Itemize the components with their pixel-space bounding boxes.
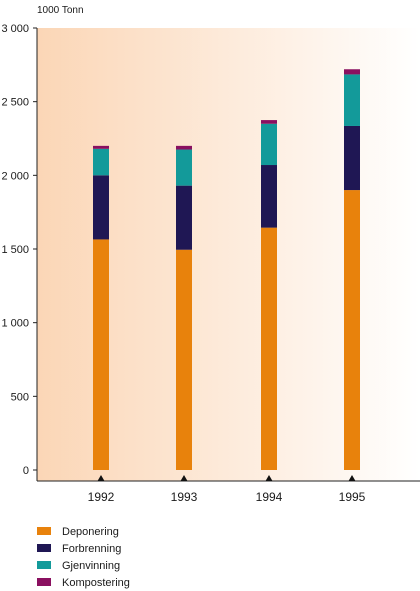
legend-swatch [37,527,51,535]
legend-label: Forbrenning [62,543,121,555]
bar-segment-forbrenning [93,175,109,240]
bar-segment-gjenvinning [344,74,360,126]
bar-segment-kompostering [344,69,360,75]
x-tick-label: 1993 [171,490,198,504]
x-tick-marker [180,475,188,481]
bar-segment-gjenvinning [261,123,277,166]
legend-swatch [37,561,51,569]
bar-segment-deponering [93,239,109,470]
bar-segment-deponering [261,227,277,470]
legend-swatch [37,578,51,586]
legend-label: Gjenvinning [62,560,120,572]
y-tick-label: 1 000 [1,318,29,330]
unit-label: 1000 Tonn [37,5,84,16]
x-tick-label: 1995 [339,490,366,504]
x-tick-marker [348,475,356,481]
y-tick-label: 500 [11,391,29,403]
y-tick-label: 3 000 [1,23,29,35]
bar-segment-forbrenning [344,125,360,191]
bar-segment-kompostering [93,145,109,149]
y-tick-label: 2 000 [1,170,29,182]
y-tick-label: 1 500 [1,244,29,256]
bars [93,69,360,471]
bar-segment-forbrenning [176,185,192,250]
legend-label: Deponering [62,526,119,538]
bar-segment-kompostering [261,120,277,124]
x-axis: 1992 1993 1994 1995 [37,475,420,504]
y-tick-label: 2 500 [1,97,29,109]
bar-segment-kompostering [176,145,192,150]
x-tick-label: 1994 [256,490,283,504]
bar-segment-gjenvinning [93,148,109,176]
x-tick-marker [97,475,105,481]
bar-segment-deponering [344,190,360,471]
y-tick-label: 0 [23,465,29,477]
legend-swatch [37,544,51,552]
bar-segment-deponering [176,249,192,470]
bar-segment-gjenvinning [176,149,192,186]
legend: Deponering Forbrenning Gjenvinning Komposte… [37,526,130,589]
x-tick-label: 1992 [88,490,115,504]
bar-segment-forbrenning [261,165,277,228]
x-tick-marker [265,475,273,481]
y-axis: 0 500 1 000 1 500 2 000 2 500 3 000 [1,23,38,481]
legend-label: Kompostering [62,577,130,589]
